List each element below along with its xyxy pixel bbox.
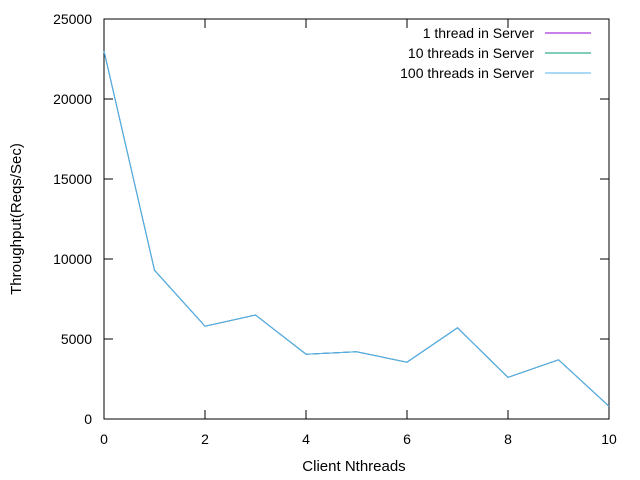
- x-tick-label: 4: [302, 431, 310, 447]
- legend-label: 100 threads in Server: [400, 65, 534, 81]
- x-tick-label: 10: [601, 431, 617, 447]
- series-line-2: [103, 50, 610, 407]
- x-tick-label: 6: [403, 431, 411, 447]
- y-axis-label: Throughput(Reqs/Sec): [8, 143, 25, 295]
- y-tick-label: 15000: [53, 171, 92, 187]
- legend-label: 1 thread in Server: [423, 25, 535, 41]
- axis-ticks: 0 5000 10000 15000 20000 25000 0 2 4 6 8 10: [53, 11, 617, 447]
- x-tick-label: 2: [201, 431, 209, 447]
- series-line-3: [103, 50, 610, 407]
- series-layer: [103, 50, 610, 407]
- legend: 1 thread in Server 10 threads in Server 10…: [400, 25, 591, 81]
- x-tick-label: 0: [100, 431, 108, 447]
- y-tick-label: 20000: [53, 91, 92, 107]
- legend-label: 10 threads in Server: [408, 45, 534, 61]
- x-tick-label: 8: [504, 431, 512, 447]
- y-tick-label: 25000: [53, 11, 92, 27]
- series-line-1: [103, 50, 610, 407]
- y-tick-label: 10000: [53, 251, 92, 267]
- plot-frame: [103, 18, 610, 420]
- y-tick-label: 5000: [61, 331, 92, 347]
- y-tick-label: 0: [84, 411, 92, 427]
- x-axis-label: Client Nthreads: [302, 458, 405, 475]
